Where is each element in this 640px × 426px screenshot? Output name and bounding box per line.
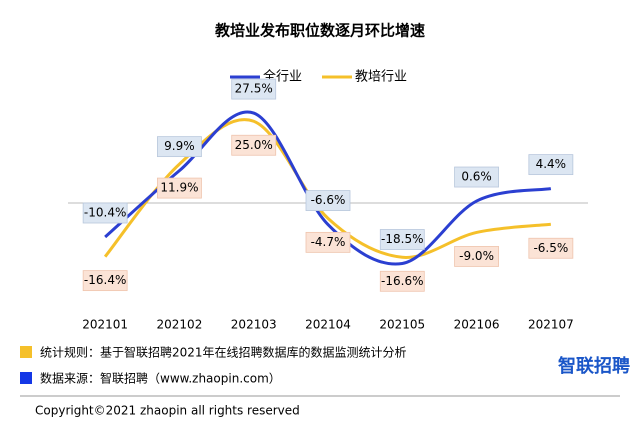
x-tick-label: 202101 [82, 318, 128, 332]
data-label: -16.6% [381, 274, 423, 288]
data-label-box [305, 190, 351, 211]
x-tick-label: 202102 [157, 318, 203, 332]
series-line [103, 118, 552, 259]
data-label-box [528, 154, 574, 176]
x-tick-label: 202106 [454, 318, 500, 332]
data-label-box [528, 237, 574, 259]
data-label-box [454, 166, 499, 188]
data-label-box [379, 270, 425, 292]
data-label-box [231, 78, 277, 100]
data-label: 0.6% [461, 170, 492, 184]
footnote: 统计规则：基于智联招聘2021年在线招聘数据库的数据监测统计分析 [40, 345, 407, 360]
x-tick-label: 202105 [379, 318, 425, 332]
data-label: -6.5% [533, 241, 568, 255]
footnote-icon [20, 372, 32, 384]
chart-title: 教培业发布职位数逐月环比增速 [214, 22, 425, 40]
data-label: -18.5% [381, 232, 423, 246]
x-tick-label: 202107 [528, 318, 574, 332]
data-label: 11.9% [160, 181, 198, 195]
series-line [104, 110, 552, 266]
x-tick-label: 202104 [305, 318, 351, 332]
data-label: 25.0% [235, 138, 273, 152]
data-label: -4.7% [311, 235, 346, 249]
data-label-box [231, 134, 277, 156]
data-label: -16.4% [84, 273, 126, 287]
data-label-box [305, 231, 351, 253]
footnote: 数据来源：智联招聘（www.zhaopin.com） [40, 371, 281, 386]
data-label-box [157, 136, 202, 158]
data-label: -10.4% [84, 206, 126, 220]
data-label-box [82, 202, 128, 224]
data-label-box [379, 229, 425, 250]
footnote-icon [20, 346, 32, 358]
copyright: Copyright©2021 zhaopin all rights reserv… [35, 404, 300, 418]
data-label: 4.4% [536, 157, 567, 171]
data-label-box [82, 270, 128, 292]
logo: 智联招聘 [558, 355, 630, 377]
data-label: -9.0% [459, 249, 494, 263]
data-label: 9.9% [164, 139, 195, 153]
data-label: -6.6% [311, 193, 346, 207]
legend-label: 教培行业 [355, 69, 407, 85]
x-tick-label: 202103 [231, 318, 277, 332]
data-label: 27.5% [235, 82, 273, 96]
data-label-box [454, 246, 499, 267]
data-label-box [157, 177, 202, 199]
